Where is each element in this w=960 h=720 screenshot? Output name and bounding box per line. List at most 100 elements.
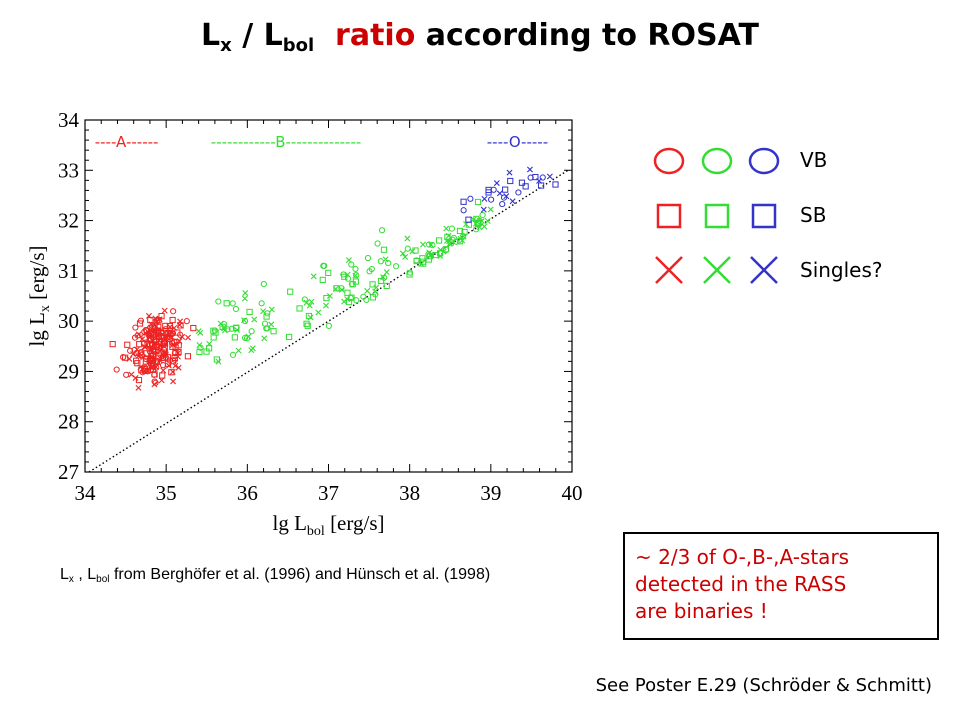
data-point-a [120, 354, 127, 361]
data-point-a [177, 331, 184, 338]
data-point-a [151, 341, 158, 348]
data-point-a [151, 371, 158, 378]
data-point-o [527, 174, 534, 181]
conclusion-line: ~ 2/3 of O-,B-,A-stars [635, 545, 850, 569]
y-tick-label: 29 [58, 359, 79, 383]
data-point-a [185, 334, 192, 341]
legend-label-vb: VB [800, 148, 828, 172]
data-point-a [158, 313, 165, 320]
data-point-b [268, 321, 275, 328]
data-point-o [536, 177, 543, 184]
y-tick-label: 30 [58, 309, 79, 333]
data-point-o [493, 180, 500, 187]
data-point-o [499, 200, 506, 208]
data-point-a [177, 318, 184, 325]
data-point-b [197, 329, 204, 336]
data-point-b [197, 344, 204, 351]
data-point-b [251, 316, 258, 323]
data-point-o [460, 198, 467, 205]
data-point-o [485, 186, 492, 194]
data-point-a [144, 341, 151, 348]
title-ratio-word: ratio [335, 18, 416, 53]
data-point-b [348, 261, 355, 268]
data-point-a [133, 349, 140, 357]
legend-cross-marker [655, 256, 683, 284]
legend-square-marker [704, 203, 730, 229]
source-note: Lx , Lbol from Berghöfer et al. (1996) a… [60, 566, 491, 585]
data-point-a [136, 341, 143, 348]
data-point-o [522, 183, 529, 190]
data-point-a [127, 347, 134, 354]
data-point-b [487, 206, 494, 213]
data-point-b [425, 256, 432, 263]
data-point-b [215, 298, 222, 305]
data-point-a [147, 316, 154, 324]
data-point-b [231, 334, 238, 341]
data-point-b [399, 250, 406, 257]
data-point-a [160, 338, 167, 345]
data-point-b [215, 358, 222, 365]
data-point-b [203, 348, 210, 355]
data-point-b [287, 288, 294, 295]
data-point-b [373, 284, 380, 291]
data-point-b [306, 302, 313, 309]
data-point-a [135, 331, 142, 338]
data-point-b [332, 286, 339, 293]
data-point-a [148, 363, 156, 370]
data-point-o [465, 216, 472, 223]
data-point-b [338, 285, 345, 292]
data-point-a [175, 364, 182, 371]
x-tick-label: 38 [399, 481, 420, 505]
data-point-a [158, 332, 165, 339]
data-point-b [353, 272, 360, 279]
data-point-b [474, 198, 482, 206]
scatter-chart: 34 35 36 37 38 39 40 27 28 29 30 31 32 33 34 lg Lbol [e… [25, 108, 583, 539]
data-point-b [456, 238, 464, 245]
data-point-o [503, 193, 510, 200]
data-point-a [160, 367, 167, 374]
data-point-a [173, 338, 180, 345]
data-point-a [148, 321, 155, 328]
data-point-a [140, 354, 147, 361]
data-point-b [196, 348, 203, 356]
x-tick-label: 35 [156, 481, 177, 505]
data-point-b [263, 313, 270, 320]
data-point-o [518, 179, 526, 186]
data-point-a [149, 360, 156, 367]
data-point-a [169, 368, 176, 375]
data-point-b [432, 251, 440, 259]
data-point-a [151, 381, 158, 388]
y-tick-label: 34 [58, 108, 80, 132]
data-point-b [437, 246, 444, 253]
data-point-b [402, 253, 409, 260]
marker-legend [653, 147, 780, 284]
data-point-b [374, 240, 381, 247]
data-point-a [134, 360, 141, 367]
spectral-band-label: ----A------ [95, 133, 159, 151]
data-point-a [171, 338, 178, 345]
data-point-b [443, 225, 450, 232]
data-point-b [261, 335, 268, 342]
data-point-b [323, 294, 330, 302]
data-point-b [232, 305, 240, 313]
data-point-b [352, 265, 359, 273]
y-tick-label: 32 [58, 209, 79, 233]
data-point-o [460, 207, 467, 214]
data-point-a [183, 318, 190, 325]
data-point-b [484, 218, 491, 224]
data-point-a [113, 366, 120, 373]
data-point-b [429, 242, 436, 249]
spectral-band-label: ------------B-------------- [211, 133, 361, 151]
data-point-b [303, 320, 310, 327]
data-point-o [539, 174, 546, 181]
data-point-b [344, 271, 351, 278]
data-point-b [248, 328, 255, 335]
data-point-b [381, 274, 388, 281]
data-point-b [366, 268, 373, 275]
legend-cross-marker [703, 256, 731, 284]
data-point-b [448, 225, 455, 232]
data-point-a [153, 317, 161, 324]
data-point-b [229, 300, 236, 307]
data-point-b [268, 306, 275, 313]
data-point-b [364, 254, 372, 262]
